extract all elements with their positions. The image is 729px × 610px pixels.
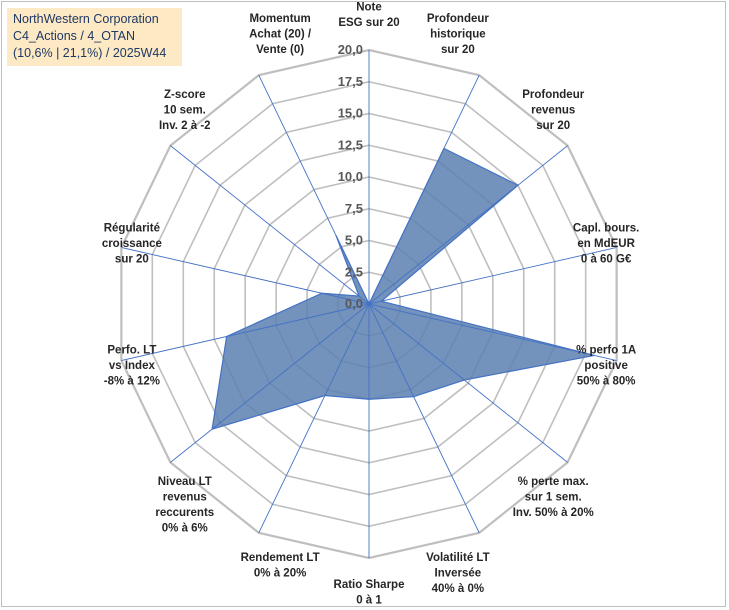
radar-axes [121,50,617,558]
series-area [211,147,595,430]
axis-label-12: Régularité croissance sur 20 [102,223,162,266]
axis-label-4: Capl. bours. en MdEUR 0 à 60 G€ [573,223,639,266]
axis-spoke-2 [368,74,480,305]
tick-label: 20,0 [338,42,363,57]
tick-label: 17,5 [338,74,363,89]
tick-label: 7,5 [345,201,363,216]
axis-spoke-11 [121,303,370,361]
tick-label: 5,0 [345,233,363,248]
chart-title-box: NorthWestern Corporation C4_Actions / 4_… [7,8,182,66]
axis-spoke-9 [258,303,370,534]
radar-tick-labels: 0,0 2,5 5,0 7,5 10,0 12,5 15,0 17,5 20,0 [338,42,363,311]
axis-label-7: Volatilité LT Inversée 40% à 0% [426,552,489,595]
axis-spoke-6 [368,303,568,463]
axis-spoke-13 [170,145,370,305]
axis-spoke-14 [258,74,370,305]
axis-spoke-5 [368,303,617,361]
axis-label-2: Profondeur historique sur 20 [427,13,489,56]
axis-spoke-12 [121,247,370,305]
company-name: NorthWestern Corporation [13,12,159,26]
radar-axis-labels: Note ESG sur 20 Profondeur historique sur 20… [102,2,640,607]
axis-label-8: Ratio Sharpe 0 à 1 [334,579,405,607]
tick-label: 12,5 [338,137,363,152]
axis-spoke-7 [368,303,480,534]
axis-label-6: % perte max. sur 1 sem. Inv. 50% à 20% [513,476,594,519]
axis-label-11: Perfo. LT vs Index -8% à 12% [104,344,160,387]
axis-label-10: Niveau LT revenus reccurents 0% à 6% [155,476,214,534]
axis-label-1: Note ESG sur 20 [338,2,399,30]
radar-series [211,147,595,430]
tick-label: 10,0 [338,169,363,184]
axis-label-5: % perfo 1A positive 50% à 80% [576,344,636,387]
axis-label-14: Momentum Achat (20) / Vente (0) [249,13,312,56]
performance-period: (10,6% | 21,1%) / 2025W44 [13,46,167,60]
axis-spoke-4 [368,247,617,305]
portfolio-category: C4_Actions / 4_OTAN [13,29,136,43]
axis-spoke-10 [170,303,370,463]
axis-spoke-3 [368,145,568,305]
tick-label: 2,5 [345,264,363,279]
axis-label-3: Profondeur revenus sur 20 [522,89,584,132]
tick-label: 15,0 [338,106,363,121]
tick-label: 0,0 [345,296,363,311]
axis-label-13: Z-score 10 sem. Inv. 2 à -2 [159,89,211,132]
axis-label-9: Rendement LT 0% à 20% [241,552,320,580]
